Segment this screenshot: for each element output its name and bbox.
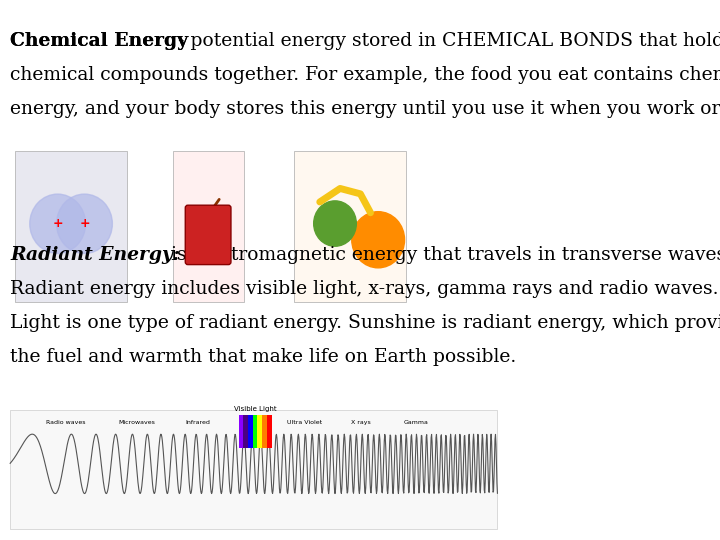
Text: Radio waves: Radio waves xyxy=(46,420,86,425)
FancyBboxPatch shape xyxy=(238,415,243,448)
Text: Gamma: Gamma xyxy=(404,420,428,425)
Circle shape xyxy=(314,201,356,246)
Text: is electromagnetic energy that travels in transverse waves.: is electromagnetic energy that travels i… xyxy=(165,246,720,264)
Circle shape xyxy=(57,194,112,253)
FancyBboxPatch shape xyxy=(10,410,498,529)
FancyBboxPatch shape xyxy=(258,415,262,448)
Circle shape xyxy=(352,212,405,268)
FancyBboxPatch shape xyxy=(185,205,231,265)
Text: the fuel and warmth that make life on Earth possible.: the fuel and warmth that make life on Ea… xyxy=(10,348,516,366)
Text: Light is one type of radiant energy. Sunshine is radiant energy, which provides: Light is one type of radiant energy. Sun… xyxy=(10,314,720,332)
FancyBboxPatch shape xyxy=(248,415,253,448)
Text: chemical compounds together. For example, the food you eat contains chemical: chemical compounds together. For example… xyxy=(10,66,720,84)
Text: Chemical Energy: Chemical Energy xyxy=(10,32,188,50)
Text: Chemical Energy: Chemical Energy xyxy=(10,32,188,50)
FancyBboxPatch shape xyxy=(15,151,127,302)
Text: +: + xyxy=(79,217,90,230)
Text: Microwaves: Microwaves xyxy=(119,420,156,425)
Text: Infrared: Infrared xyxy=(186,420,210,425)
Text: +: + xyxy=(53,217,63,230)
FancyBboxPatch shape xyxy=(243,415,248,448)
FancyBboxPatch shape xyxy=(173,151,243,302)
Text: energy, and your body stores this energy until you use it when you work or play.: energy, and your body stores this energy… xyxy=(10,100,720,118)
FancyBboxPatch shape xyxy=(262,415,267,448)
Circle shape xyxy=(30,194,86,253)
Text: X rays: X rays xyxy=(351,420,370,425)
Text: Ultra Violet: Ultra Violet xyxy=(287,420,322,425)
Text: Visible Light: Visible Light xyxy=(234,407,276,413)
Text: Radiant Energy:: Radiant Energy: xyxy=(10,246,180,264)
FancyBboxPatch shape xyxy=(267,415,271,448)
Text: - potential energy stored in CHEMICAL BONDS that hold: - potential energy stored in CHEMICAL BO… xyxy=(172,32,720,50)
Text: Radiant energy includes visible light, x-rays, gamma rays and radio waves.: Radiant energy includes visible light, x… xyxy=(10,280,719,298)
FancyBboxPatch shape xyxy=(253,415,258,448)
FancyBboxPatch shape xyxy=(294,151,406,302)
